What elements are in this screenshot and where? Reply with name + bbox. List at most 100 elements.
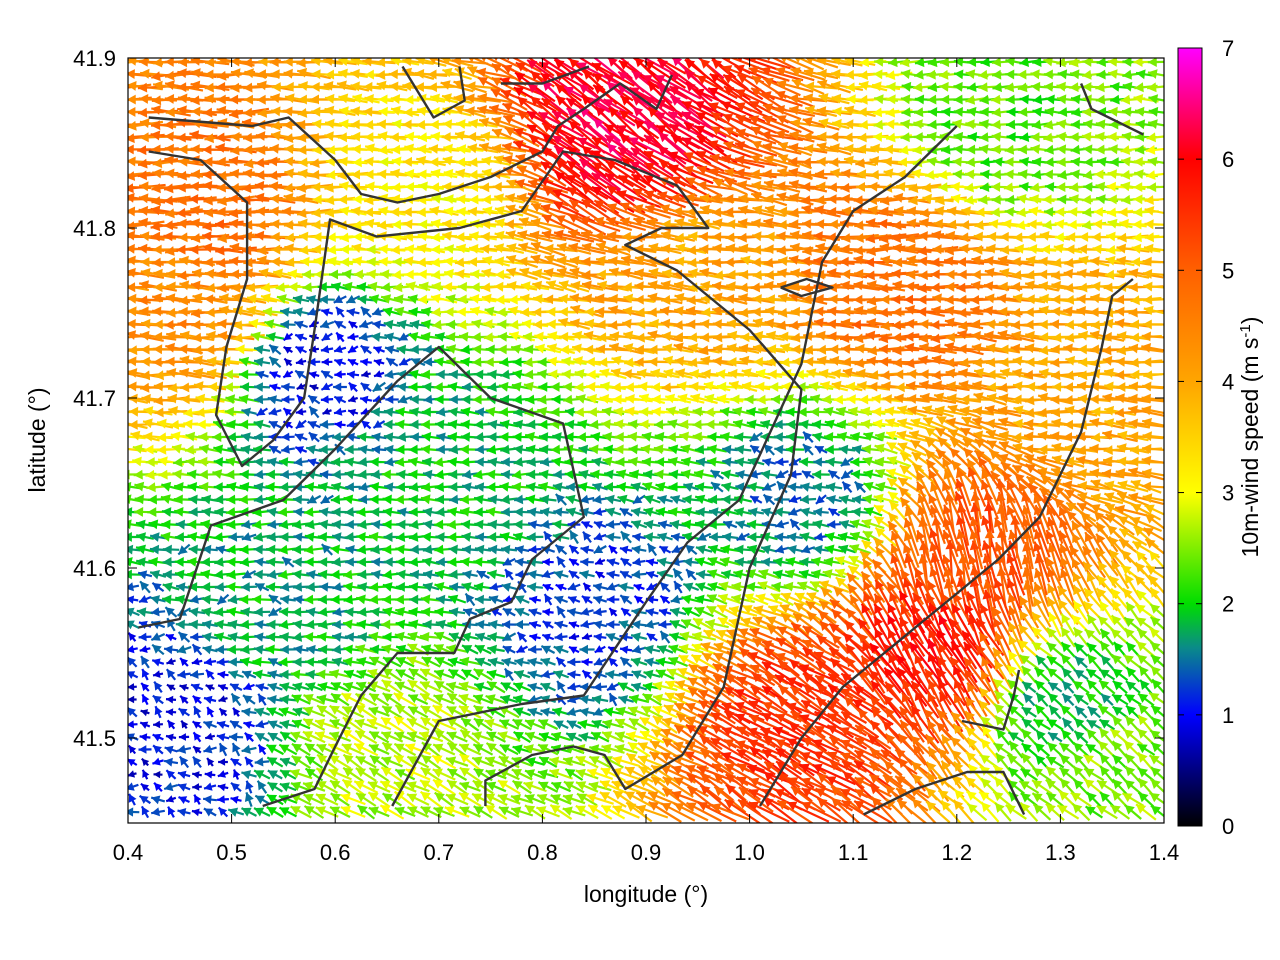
wind-vector [244, 792, 254, 807]
wind-vector [128, 569, 142, 580]
wind-vector [658, 620, 672, 629]
wind-vector [128, 620, 140, 630]
wind-vector [691, 631, 717, 642]
wind-vector [283, 68, 319, 79]
wind-vector [334, 420, 346, 429]
wind-vector [799, 494, 817, 505]
x-axis-title: longitude (°) [584, 881, 708, 907]
wind-vector [632, 494, 646, 505]
wind-vector [267, 395, 283, 405]
wind-vector [139, 645, 151, 653]
wind-vector [540, 657, 556, 667]
wind-vector [371, 445, 387, 455]
wind-vector [204, 770, 216, 779]
wind-vector [323, 58, 357, 66]
wind-vector [803, 93, 839, 104]
wind-vector [1145, 145, 1164, 155]
x-tick-label: 0.9 [631, 840, 662, 865]
wind-vector [695, 507, 713, 517]
wind-vector [811, 419, 831, 430]
wind-vector [230, 757, 242, 767]
wind-vector [605, 669, 621, 680]
colorbar-tick-label: 7 [1222, 36, 1234, 61]
wind-vector [582, 582, 592, 592]
wind-vector [294, 433, 308, 442]
wind-vector [616, 124, 662, 150]
wind-vector [217, 670, 229, 679]
wind-vector [794, 58, 825, 71]
wind-vector [322, 407, 332, 415]
wind-vector [333, 395, 347, 404]
wind-vector [581, 632, 593, 641]
wind-vector [1059, 704, 1077, 720]
wind-vector [165, 633, 177, 642]
wind-vector [203, 720, 217, 730]
wind-vector [1146, 132, 1164, 143]
wind-vector [128, 770, 137, 778]
wind-vector [896, 799, 928, 823]
wind-vector [281, 432, 295, 442]
wind-vector [422, 569, 440, 580]
wind-vector [858, 80, 888, 92]
wind-vector [594, 557, 606, 566]
wind-vector [177, 543, 191, 556]
wind-vector [254, 794, 270, 805]
x-tick-label: 1.3 [1045, 840, 1076, 865]
wind-vector [140, 709, 150, 717]
wind-vector [526, 532, 544, 542]
wind-vector [593, 507, 607, 516]
wind-vector [306, 494, 322, 505]
wind-vector [594, 645, 606, 654]
wind-vector [151, 643, 165, 656]
wind-vector [128, 632, 137, 642]
wind-vector [1073, 668, 1089, 681]
wind-vector [527, 570, 543, 580]
wind-vector [542, 608, 554, 617]
wind-vector [526, 582, 544, 592]
wind-vector [139, 580, 151, 594]
wind-vector [566, 607, 582, 617]
wind-vector [307, 420, 321, 430]
wind-vector [177, 631, 191, 643]
wind-vector [202, 795, 218, 805]
wind-vector [241, 532, 257, 542]
wind-vector [654, 112, 702, 137]
x-tick-label: 0.8 [527, 840, 558, 865]
wind-vector-field [128, 58, 1164, 823]
wind-vector [542, 558, 554, 567]
wind-vector [464, 592, 476, 607]
wind-vector [673, 580, 683, 594]
wind-vector [191, 808, 203, 817]
wind-vector [292, 307, 310, 317]
wind-vector [333, 345, 347, 354]
wind-vector [503, 667, 515, 682]
wind-vector [528, 595, 542, 604]
wind-vector [499, 532, 519, 542]
wind-vector [153, 720, 163, 729]
wind-vector [514, 619, 530, 630]
wind-vector [1142, 357, 1164, 368]
wind-vector [1073, 693, 1089, 706]
wind-vector [177, 808, 191, 817]
wind-vector [591, 62, 635, 87]
wind-vector [1125, 704, 1141, 720]
wind-vector [553, 570, 569, 580]
wind-vector [579, 570, 595, 580]
wind-vector [813, 507, 829, 517]
wind-vector [620, 530, 632, 544]
wind-vector [357, 569, 375, 580]
wind-vector [352, 93, 380, 104]
wind-vector [165, 708, 177, 716]
wind-vector [657, 520, 673, 530]
wind-vector [1100, 654, 1114, 670]
wind-vector [1147, 58, 1164, 67]
wind-vector [489, 582, 503, 591]
wind-vector [165, 795, 177, 803]
wind-vector [789, 518, 801, 531]
wind-vector [831, 58, 863, 67]
wind-vector [192, 731, 202, 743]
wind-vector [1021, 706, 1037, 718]
wind-vector [333, 407, 347, 416]
wind-vector [581, 658, 593, 667]
wind-vector [1046, 667, 1064, 682]
